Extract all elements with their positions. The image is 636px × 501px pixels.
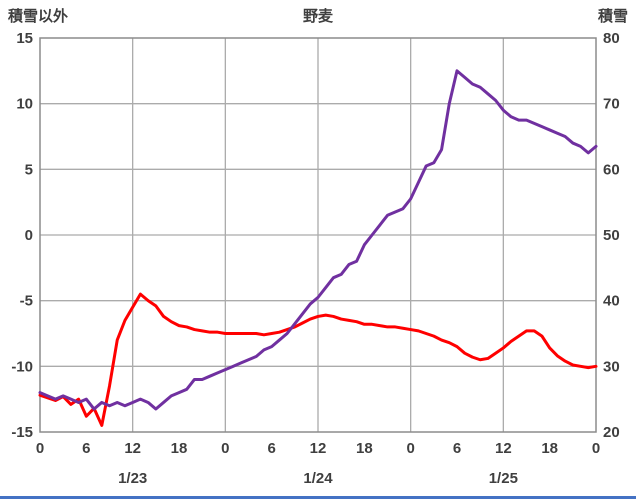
x-axis-hour-label: 12 [310, 440, 327, 457]
x-axis-hour-label: 12 [495, 440, 512, 457]
right-axis-tick-label: 80 [603, 30, 620, 47]
series-line-left [38, 292, 598, 427]
x-axis-hour-label: 18 [171, 440, 188, 457]
x-axis-hour-label: 0 [221, 440, 229, 457]
left-axis-tick-label: -10 [11, 358, 33, 375]
x-axis-hour-label: 6 [267, 440, 275, 457]
x-axis-hour-label: 0 [36, 440, 44, 457]
right-axis-tick-label: 50 [603, 227, 620, 244]
x-axis-hour-label: 18 [356, 440, 373, 457]
x-axis-hour-label: 18 [541, 440, 558, 457]
left-axis-tick-label: 10 [16, 96, 33, 113]
left-axis-tick-label: 15 [16, 30, 33, 47]
left-axis-tick-label: 0 [25, 227, 33, 244]
x-axis-hour-label: 12 [124, 440, 141, 457]
right-axis-title: 積雪 [597, 7, 628, 25]
x-axis-date-label: 1/25 [489, 470, 518, 487]
right-axis-tick-label: 20 [603, 424, 620, 441]
x-axis-date-label: 1/24 [303, 470, 333, 487]
x-axis-hour-label: 6 [453, 440, 461, 457]
series-line-right [38, 69, 598, 411]
left-axis-tick-label: -15 [11, 424, 33, 441]
right-axis-tick-label: 30 [603, 358, 620, 375]
right-axis-tick-label: 60 [603, 161, 620, 178]
right-axis-tick-label: 70 [603, 96, 620, 113]
x-axis-date-label: 1/23 [118, 470, 147, 487]
bottom-accent-bar [0, 496, 636, 499]
plot-border [39, 37, 597, 433]
x-axis-hour-label: 0 [592, 440, 600, 457]
x-axis-hour-label: 0 [406, 440, 414, 457]
left-axis-tick-label: 5 [25, 161, 33, 178]
left-axis-tick-label: -5 [20, 293, 33, 310]
chart-title: 野麦 [303, 7, 334, 25]
x-axis-hour-label: 6 [82, 440, 90, 457]
right-axis-tick-label: 40 [603, 293, 620, 310]
left-axis-title: 積雪以外 [7, 7, 68, 25]
